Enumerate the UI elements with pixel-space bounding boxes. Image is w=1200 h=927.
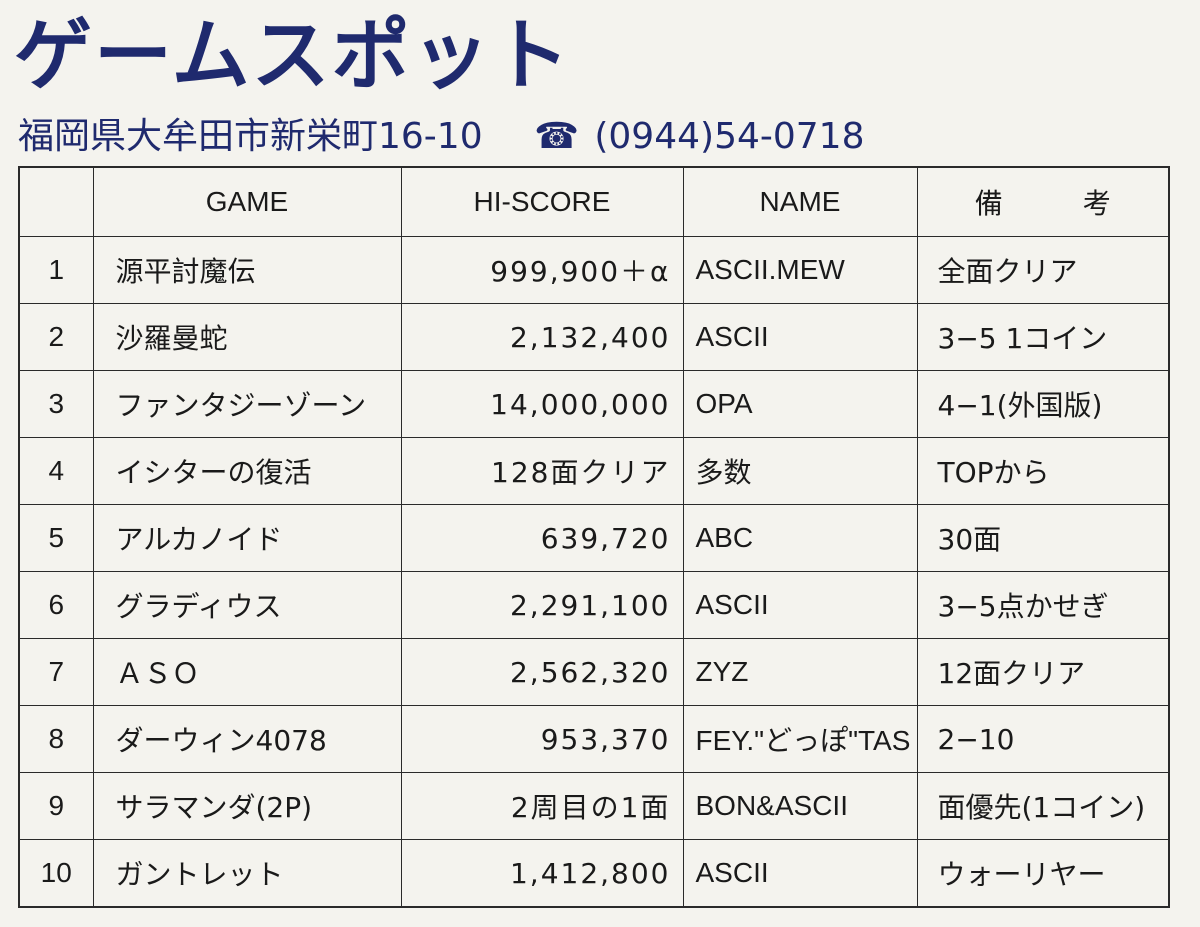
remarks-cell: 30面 (916, 504, 1170, 572)
score-cell: 2,132,400 (400, 303, 684, 371)
rank-cell: 6 (18, 571, 94, 639)
game-cell: イシターの復活 (92, 437, 402, 505)
table-header-row: GAME HI-SCORE NAME 備考 (18, 166, 1170, 237)
name-cell: ASCII (682, 303, 918, 371)
name-cell: BON&ASCII (682, 772, 918, 840)
name-cell: OPA (682, 370, 918, 438)
name-cell: ZYZ (682, 638, 918, 706)
game-cell: ＡＳＯ (92, 638, 402, 706)
table-row: 1 源平討魔伝 999,900＋α ASCII.MEW 全面クリア (18, 236, 1170, 304)
remarks-cell: TOPから (916, 437, 1170, 505)
table-row: 9 サラマンダ(2P) 2周目の1面 BON&ASCII 面優先(1コイン) (18, 772, 1170, 840)
score-cell: 128面クリア (400, 437, 684, 505)
rank-cell: 5 (18, 504, 94, 572)
remarks-cell: 12面クリア (916, 638, 1170, 706)
store-title: ゲームスポット (14, 11, 572, 101)
table-row: 3 ファンタジーゾーン 14,000,000 OPA 4−1(外国版) (18, 370, 1170, 438)
name-cell: FEY."どっぽ"TAS (682, 705, 918, 773)
name-cell: 多数 (682, 437, 918, 505)
name-cell: ASCII.MEW (682, 236, 918, 304)
store-address-line: 福岡県大牟田市新栄町16-10 ☎ (0944)54-0718 (18, 112, 864, 162)
hi-score-header: HI-SCORE (400, 166, 684, 237)
rank-cell: 4 (18, 437, 94, 505)
score-cell: 999,900＋α (400, 236, 684, 304)
table-row: 7 ＡＳＯ 2,562,320 ZYZ 12面クリア (18, 638, 1170, 706)
remarks-header-char-1: 備 (974, 188, 1003, 219)
remarks-header: 備考 (916, 166, 1170, 237)
name-header: NAME (682, 166, 918, 237)
game-cell: 源平討魔伝 (92, 236, 402, 304)
score-cell: 953,370 (400, 705, 684, 773)
game-cell: 沙羅曼蛇 (92, 303, 402, 371)
game-cell: グラディウス (92, 571, 402, 639)
remarks-header-char-2: 考 (1082, 188, 1111, 219)
remarks-cell: 4−1(外国版) (916, 370, 1170, 438)
game-cell: アルカノイド (92, 504, 402, 572)
telephone-icon: ☎ (534, 116, 579, 157)
rank-cell: 8 (18, 705, 94, 773)
game-cell: ダーウィン4078 (92, 705, 402, 773)
game-header: GAME (92, 166, 402, 237)
remarks-cell: 面優先(1コイン) (916, 772, 1170, 840)
rank-cell: 2 (18, 303, 94, 371)
game-cell: サラマンダ(2P) (92, 772, 402, 840)
remarks-cell: 3−5点かせぎ (916, 571, 1170, 639)
rank-cell: 1 (18, 236, 94, 304)
rank-cell: 10 (18, 839, 94, 908)
game-cell: ガントレット (92, 839, 402, 908)
score-cell: 2,562,320 (400, 638, 684, 706)
name-cell: ABC (682, 504, 918, 572)
table-row: 2 沙羅曼蛇 2,132,400 ASCII 3−5 1コイン (18, 303, 1170, 371)
store-phone: (0944)54-0718 (594, 116, 865, 157)
table-row: 10 ガントレット 1,412,800 ASCII ウォーリヤー (18, 839, 1170, 908)
table-row: 5 アルカノイド 639,720 ABC 30面 (18, 504, 1170, 572)
score-cell: 2周目の1面 (400, 772, 684, 840)
remarks-cell: 全面クリア (916, 236, 1170, 304)
store-address: 福岡県大牟田市新栄町16-10 (18, 116, 483, 157)
name-cell: ASCII (682, 571, 918, 639)
remarks-cell: 2−10 (916, 705, 1170, 773)
table-row: 4 イシターの復活 128面クリア 多数 TOPから (18, 437, 1170, 505)
game-cell: ファンタジーゾーン (92, 370, 402, 438)
rank-cell: 9 (18, 772, 94, 840)
rank-cell: 7 (18, 638, 94, 706)
table-row: 6 グラディウス 2,291,100 ASCII 3−5点かせぎ (18, 571, 1170, 639)
remarks-cell: 3−5 1コイン (916, 303, 1170, 371)
name-cell: ASCII (682, 839, 918, 908)
rank-cell: 3 (18, 370, 94, 438)
rank-header (18, 166, 94, 237)
table-row: 8 ダーウィン4078 953,370 FEY."どっぽ"TAS 2−10 (18, 705, 1170, 773)
remarks-cell: ウォーリヤー (916, 839, 1170, 908)
score-cell: 1,412,800 (400, 839, 684, 908)
hi-score-table: GAME HI-SCORE NAME 備考 1 源平討魔伝 999,900＋α … (18, 166, 1170, 908)
score-cell: 14,000,000 (400, 370, 684, 438)
score-cell: 639,720 (400, 504, 684, 572)
score-cell: 2,291,100 (400, 571, 684, 639)
